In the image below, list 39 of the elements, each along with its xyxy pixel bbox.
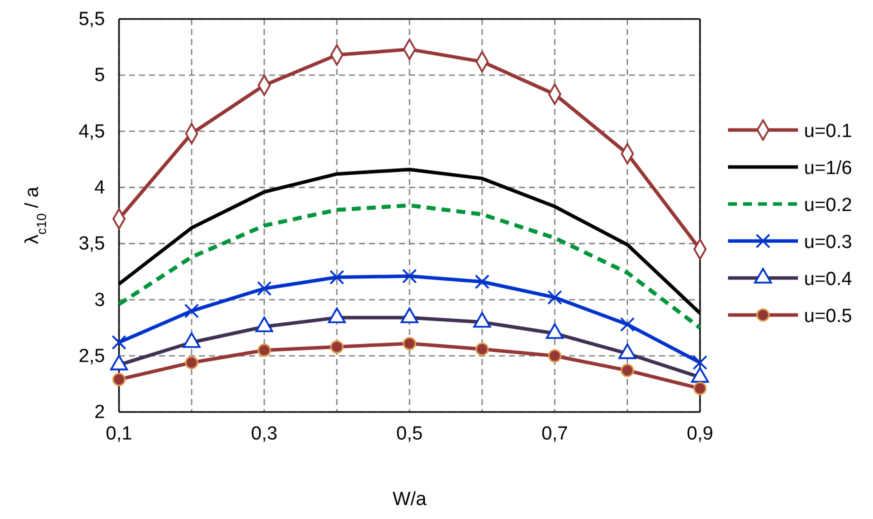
point xyxy=(402,336,416,350)
legend-label: u=0.2 xyxy=(804,195,852,216)
point xyxy=(474,274,490,290)
x-tick-label: 0,9 xyxy=(686,423,714,444)
y-tick-label: 3,5 xyxy=(78,234,105,255)
x-tick-label: 0,3 xyxy=(251,423,278,444)
point xyxy=(548,349,562,363)
point xyxy=(330,340,344,354)
x-tick-label: 0,7 xyxy=(542,423,568,444)
point xyxy=(620,317,635,332)
x-tick-label: 0,1 xyxy=(106,423,132,444)
point xyxy=(184,356,198,370)
point xyxy=(402,268,417,284)
y-tick-label: 3 xyxy=(94,290,105,311)
point xyxy=(256,281,272,296)
y-tick-label: 5,5 xyxy=(78,9,105,30)
point xyxy=(258,344,271,357)
point xyxy=(475,342,489,356)
point xyxy=(330,270,344,285)
legend-label: u=0.5 xyxy=(804,306,852,327)
point xyxy=(112,372,126,386)
point xyxy=(692,355,708,370)
point xyxy=(184,304,199,318)
legend-label: u=0.4 xyxy=(804,269,853,290)
legend-label: u=0.3 xyxy=(804,232,852,253)
y-tick-label: 4 xyxy=(94,178,106,199)
point xyxy=(693,382,707,396)
y-tick-label: 4,5 xyxy=(78,121,105,142)
legend-label: u=0.1 xyxy=(804,121,852,142)
point xyxy=(112,335,126,350)
point xyxy=(547,290,562,305)
point xyxy=(620,364,634,378)
y-tick-label: 5 xyxy=(94,65,105,86)
y-tick-label: 2,5 xyxy=(78,346,105,367)
x-tick-label: 0,5 xyxy=(396,423,423,444)
line-series xyxy=(117,203,702,330)
y-tick-label: 2 xyxy=(94,402,105,424)
legend-label: u=1/6 xyxy=(804,158,852,179)
x-axis-title: W/a xyxy=(392,489,427,510)
